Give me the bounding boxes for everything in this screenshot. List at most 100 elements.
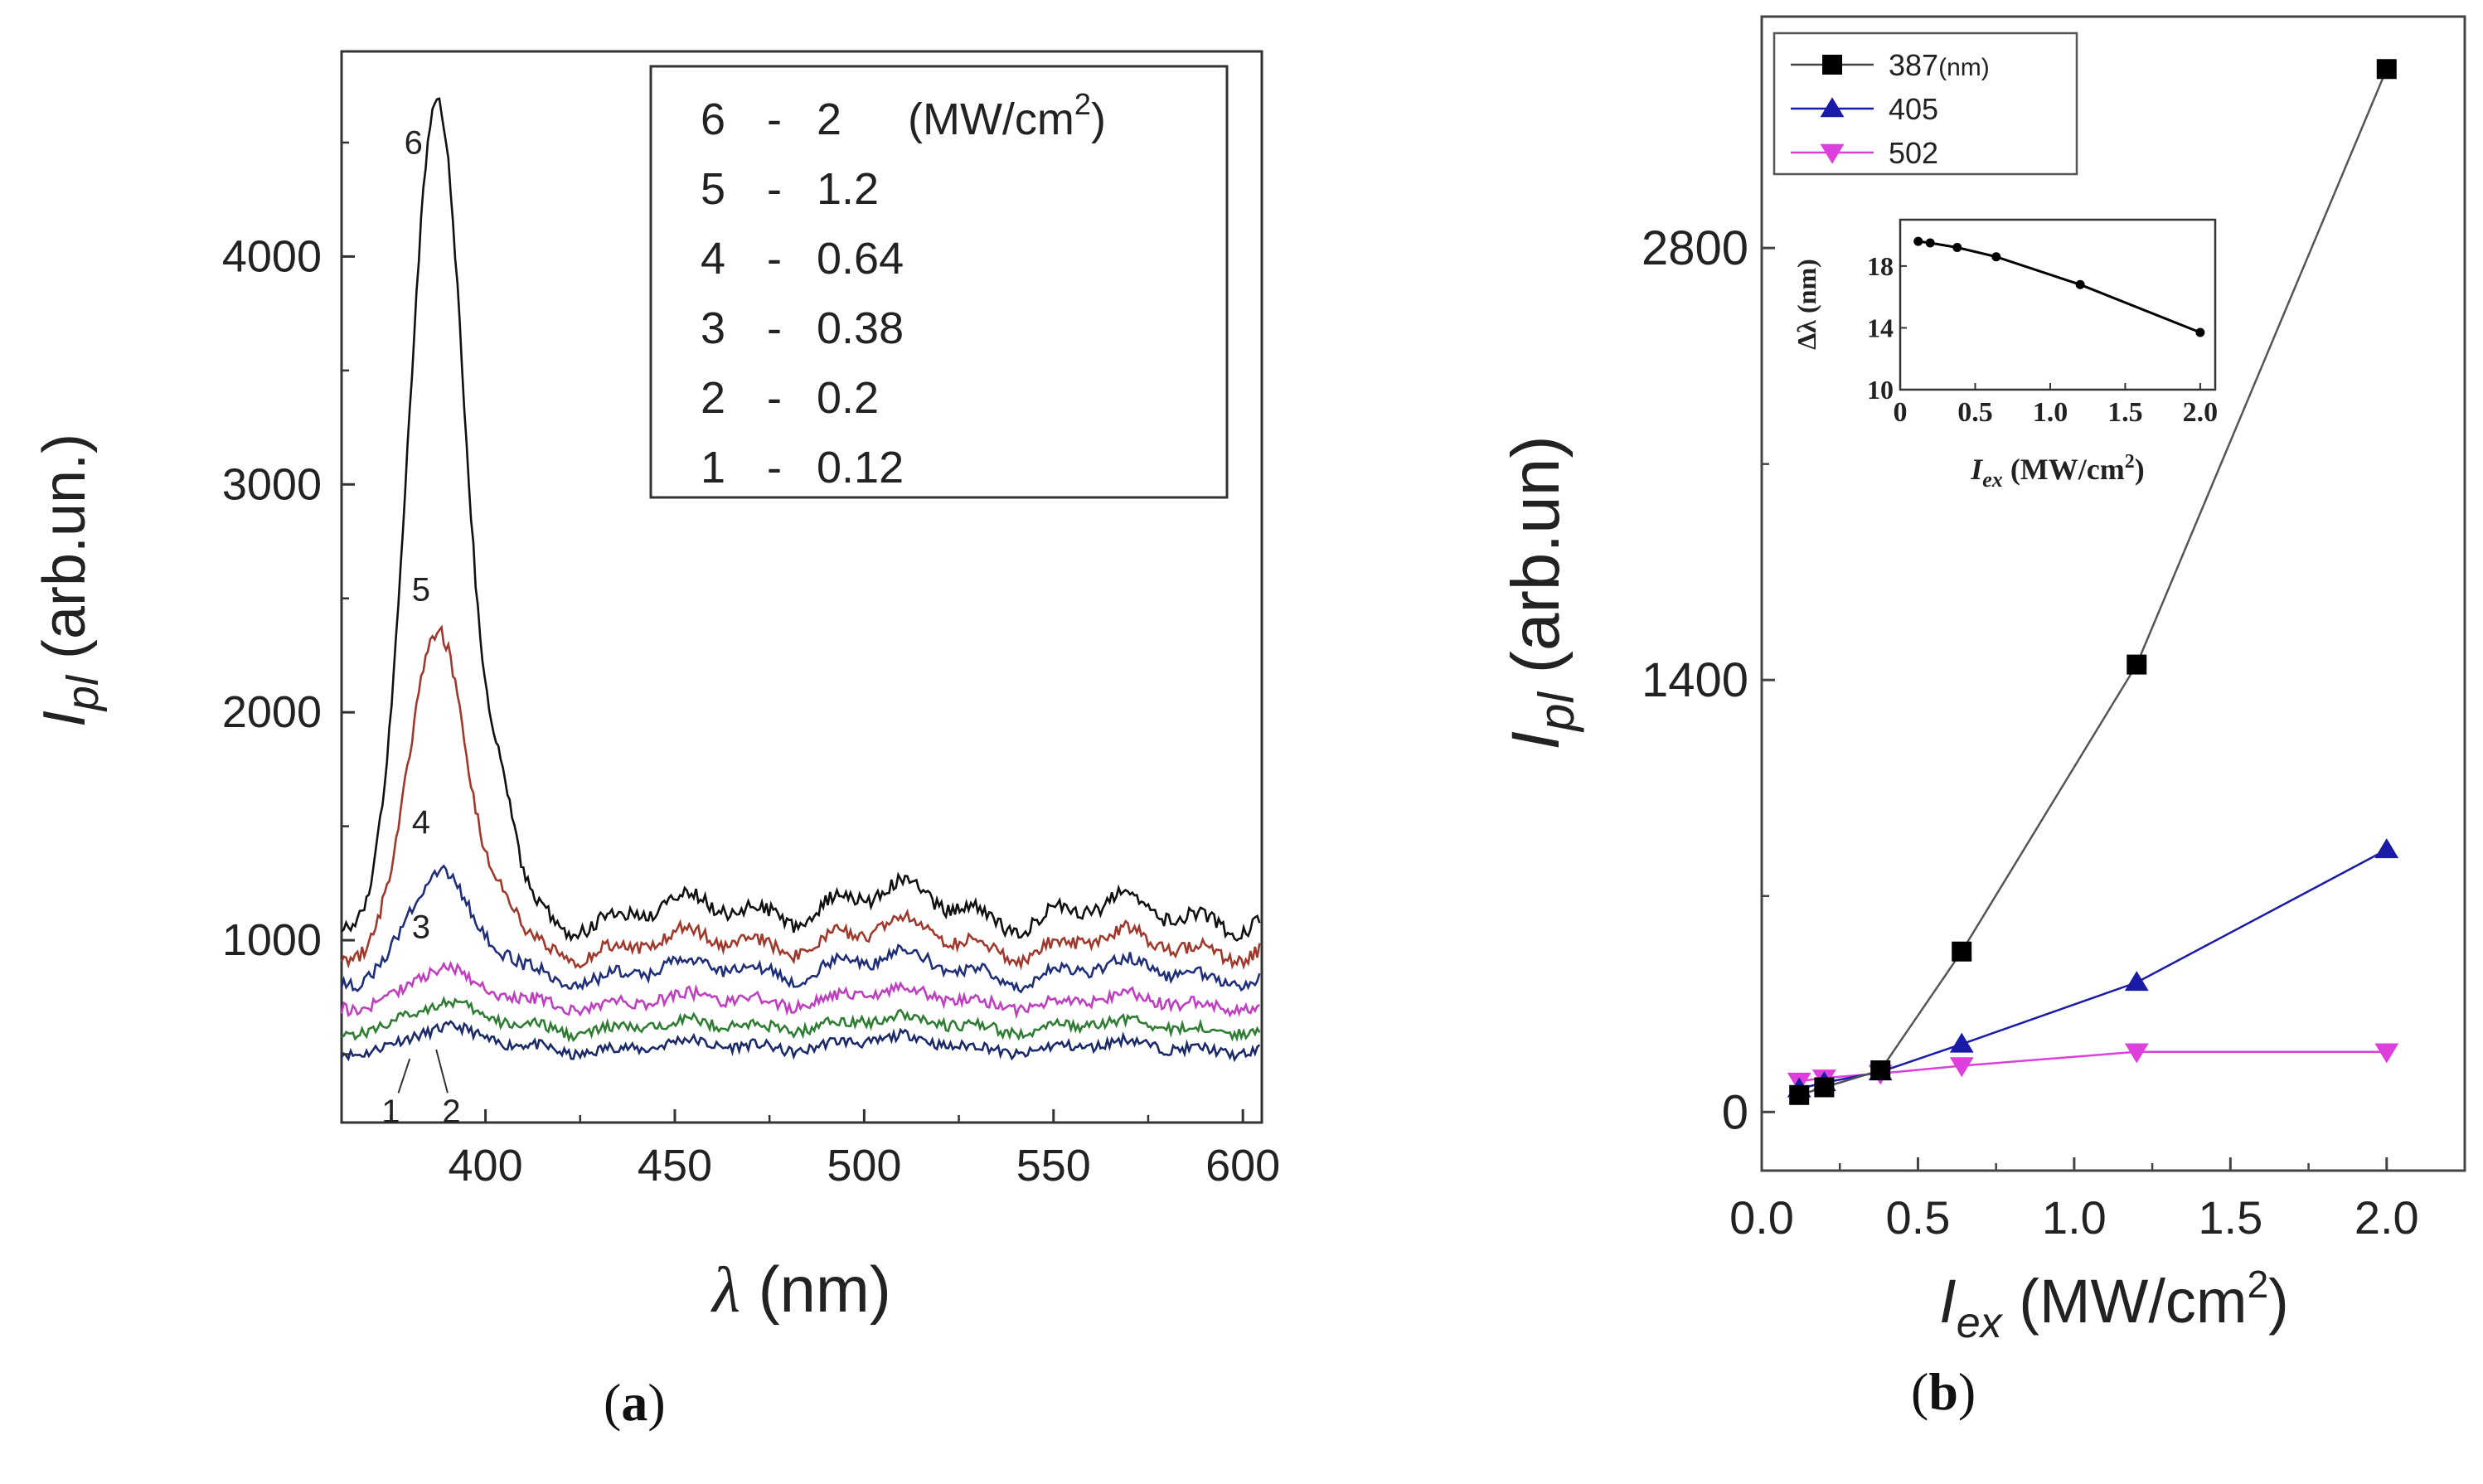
chart-b-xlabel: Iex (MW/cm2) (1939, 1263, 2289, 1347)
inset-ytick-label: 10 (1867, 375, 1894, 405)
chart-b-inset: 0 0.5 1.0 1.5 2.0 10 14 18 Δλ (nm) Iex (MW/cm2) (1792, 218, 2218, 492)
a-legend-value: 0.64 (817, 234, 904, 284)
b-xtick-label: 1.0 (2042, 1191, 2107, 1244)
b-ytick-label: 2800 (1642, 221, 1748, 275)
a-xtick-label: 450 (638, 1141, 712, 1191)
a-legend-dash: - (767, 234, 782, 284)
a-series-5-line (340, 624, 1261, 971)
chart-a-xlabel: λ (nm) (710, 1253, 891, 1326)
b-ytick-label: 1400 (1642, 653, 1748, 707)
a-leader-line (435, 1049, 449, 1094)
a-curve-label: 4 (412, 804, 430, 841)
chart-a-annotations: 6 5 4 3 1 2 (381, 125, 460, 1130)
a-xtick-label: 400 (449, 1141, 523, 1191)
a-legend-curve: 1 (701, 443, 725, 492)
chart-b-ylabel: Ipl (arb.un) (1498, 435, 1584, 749)
panel-label-b: (b) (1911, 1362, 1976, 1421)
a-series-3-line (340, 960, 1260, 1020)
a-curve-label: 5 (412, 571, 430, 608)
b-series-405-line (1798, 848, 2388, 1090)
b-ytick-label: 0 (1722, 1085, 1748, 1139)
a-series-6-line (341, 97, 1261, 943)
b-legend-name: 405 (1889, 92, 1938, 126)
a-legend-curve: 6 (701, 95, 725, 144)
chart-a: 400 450 500 550 600 1000 2000 3000 4000 6 5 4 3 1 2 6… (32, 50, 1280, 1326)
b-legend-marker (1820, 97, 1845, 118)
b-legend-label: 387(nm) (1889, 48, 1990, 82)
b-legend-name: 387 (1889, 48, 1938, 82)
a-legend-dash: - (767, 164, 782, 214)
a-legend-value: 0.38 (817, 303, 904, 353)
a-legend-value: 0.2 (817, 373, 879, 423)
b-xtick-label: 0.5 (1886, 1191, 1951, 1244)
a-ytick-label: 1000 (222, 915, 322, 965)
a-curve-label: 6 (405, 125, 423, 162)
inset-ytick-label: 14 (1867, 313, 1894, 342)
b-series-387-point (1870, 1060, 1891, 1081)
chart-a-series-group (340, 97, 1261, 1063)
chart-a-legend-box (649, 65, 1229, 499)
a-curve-label: 1 (381, 1094, 400, 1130)
chart-b-plot-frame (1760, 15, 2466, 1172)
b-xtick-label: 0.0 (1729, 1191, 1794, 1244)
b-series-502-point (2374, 1043, 2399, 1064)
a-legend-dash: - (767, 95, 782, 144)
b-legend-unit: (nm) (1938, 54, 1990, 81)
b-legend-name: 502 (1889, 136, 1938, 170)
b-legend-label: 405 (1889, 92, 1938, 126)
a-legend-dash: - (767, 443, 782, 492)
inset-xtick-label: 0 (1894, 397, 1908, 428)
b-series-387-point (2127, 654, 2147, 675)
inset-xlabel: Iex (MW/cm2) (1970, 451, 2145, 492)
a-series-4-line (340, 864, 1261, 994)
inset-point (2075, 279, 2085, 289)
inset-series-group (1913, 236, 2205, 337)
a-legend-value: 2 (817, 95, 841, 144)
inset-xtick-label: 1.0 (2033, 397, 2068, 428)
inset-ylabel: Δλ (nm) (1792, 259, 1821, 350)
a-legend-curve: 5 (701, 164, 725, 214)
chart-a-legend-unit: (MW/cm2) (908, 87, 1106, 144)
a-legend-value: 1.2 (817, 164, 879, 214)
chart-b-series-group (1787, 59, 2399, 1105)
b-legend-marker (1820, 143, 1845, 164)
inset-point (1913, 236, 1923, 246)
chart-a-axis-ticks: 400 450 500 550 600 1000 2000 3000 4000 (222, 141, 1280, 1191)
b-xtick-label: 1.5 (2198, 1191, 2262, 1244)
b-xtick-label: 2.0 (2354, 1191, 2419, 1244)
a-series-2-line (341, 995, 1261, 1043)
inset-axis-ticks: 0 0.5 1.0 1.5 2.0 10 14 18 (1867, 251, 2218, 428)
a-legend-dash: - (767, 303, 782, 353)
a-xtick-label: 550 (1016, 1141, 1091, 1191)
chart-a-legend: 6-25-1.24-0.643-0.382-0.21-0.12 (701, 95, 904, 492)
a-legend-curve: 3 (701, 303, 725, 353)
inset-point (1952, 243, 1962, 253)
inset-point (2195, 327, 2205, 337)
a-leader-line (397, 1058, 411, 1094)
a-legend-value: 0.12 (817, 443, 904, 492)
b-series-405-point (1949, 1032, 1974, 1053)
b-series-502-point (2124, 1043, 2149, 1064)
inset-point (1991, 252, 2001, 262)
inset-xtick-label: 2.0 (2183, 397, 2219, 428)
panel-label-a: (a) (604, 1373, 666, 1432)
b-legend-label: 502 (1889, 136, 1938, 170)
a-xtick-label: 600 (1205, 1141, 1280, 1191)
chart-a-ylabel: Ipl (arb.un.) (32, 434, 108, 727)
b-series-405-point (2124, 971, 2149, 992)
inset-point (1925, 238, 1935, 248)
chart-b-axis-ticks: 0.0 0.5 1.0 1.5 2.0 0 1400 2800 (1642, 221, 2466, 1244)
b-series-387-point (1952, 941, 1972, 962)
inset-xtick-label: 1.5 (2107, 397, 2143, 428)
inset-ytick-label: 18 (1867, 251, 1894, 281)
a-curve-label: 2 (442, 1094, 460, 1130)
a-series-1-line (340, 1020, 1261, 1063)
a-ytick-label: 4000 (222, 231, 322, 281)
b-legend-marker (1822, 55, 1842, 75)
b-series-387-point (1789, 1084, 1810, 1105)
a-legend-dash: - (767, 373, 782, 423)
a-legend-curve: 4 (701, 234, 725, 284)
b-series-502-point (1949, 1057, 1974, 1078)
